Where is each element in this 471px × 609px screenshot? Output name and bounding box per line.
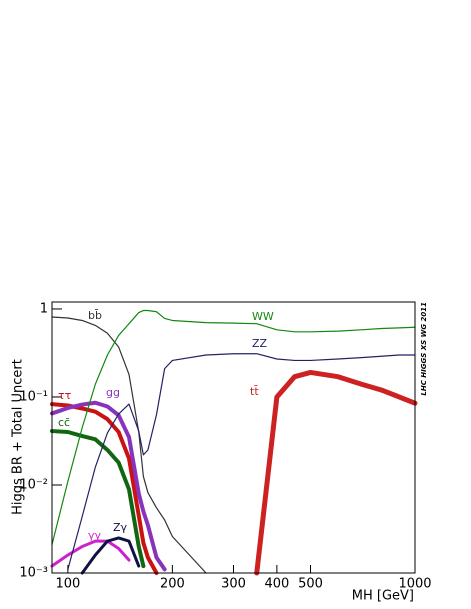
series-line bbox=[50, 400, 167, 572]
x-tick-label: 400 bbox=[264, 577, 289, 592]
series-label: tt̄ bbox=[250, 385, 259, 398]
series-label: ττ bbox=[58, 389, 72, 402]
series-line bbox=[67, 353, 416, 570]
series-label: gg bbox=[106, 386, 120, 399]
x-tick-label: 500 bbox=[298, 577, 323, 592]
series-label: ZZ bbox=[252, 337, 268, 350]
series-line bbox=[51, 309, 416, 546]
series-line bbox=[254, 369, 418, 576]
series-label: cc̄ bbox=[58, 416, 70, 429]
series-line bbox=[50, 539, 131, 568]
y-tick-label: 10⁻¹ bbox=[19, 389, 48, 404]
x-axis-label: MH [GeV] bbox=[352, 589, 414, 604]
y-tick-label: 10⁻² bbox=[19, 477, 48, 492]
series-label: Zγ bbox=[113, 521, 128, 534]
series-line bbox=[51, 316, 207, 574]
annotation: LHC HIGGS XS WG 2011 bbox=[420, 302, 428, 396]
x-tick-label: 200 bbox=[160, 577, 185, 592]
series-label: bb̄ bbox=[88, 309, 102, 322]
x-tick-label: 100 bbox=[55, 577, 80, 592]
y-tick-label: 10⁻³ bbox=[19, 566, 48, 581]
series-label: WW bbox=[252, 310, 274, 323]
x-tick-label: 300 bbox=[221, 577, 246, 592]
plot-area bbox=[50, 309, 418, 576]
x-tick-label: 1000 bbox=[398, 577, 431, 592]
series-line bbox=[50, 429, 146, 569]
y-tick-label: 1 bbox=[40, 301, 48, 316]
series-label: γγ bbox=[88, 529, 102, 542]
series-line bbox=[80, 536, 141, 575]
y-axis-label: Higgs BR + Total Uncert bbox=[11, 359, 26, 515]
